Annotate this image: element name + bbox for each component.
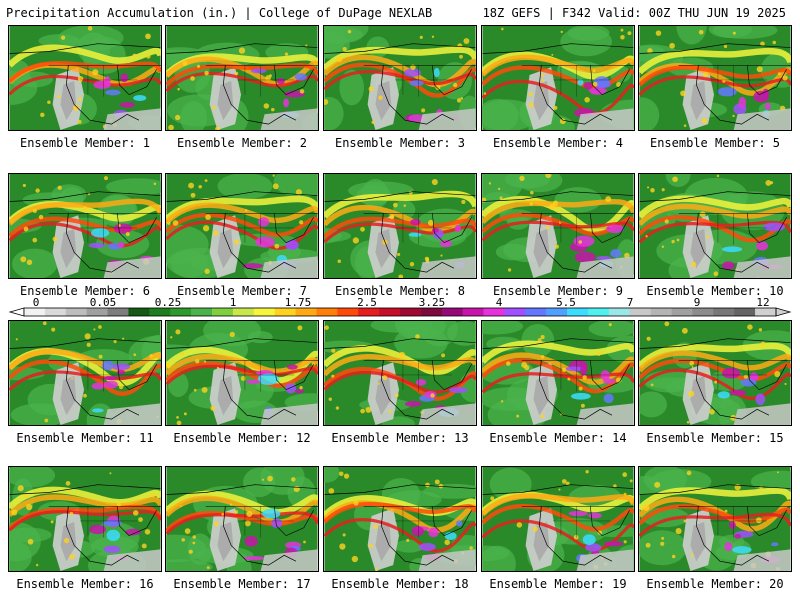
- colorbar-swatch: [650, 308, 672, 316]
- ensemble-member-map: [323, 320, 477, 426]
- ensemble-member-caption: Ensemble Member: 4: [492, 136, 624, 150]
- colorbar-swatch: [128, 308, 150, 316]
- colorbar-swatch: [379, 308, 401, 316]
- colorbar-swatch: [462, 308, 484, 316]
- colorbar-swatch: [149, 308, 171, 316]
- colorbar-swatch: [170, 308, 192, 316]
- ensemble-member-map: [638, 173, 792, 279]
- ensemble-member-map: [323, 466, 477, 572]
- ensemble-member-map: [8, 25, 162, 131]
- colorbar-swatch: [253, 308, 275, 316]
- colorbar-swatch: [483, 308, 505, 316]
- ensemble-member-map: [481, 466, 635, 572]
- ensemble-member-caption: Ensemble Member: 9: [492, 284, 624, 298]
- colorbar-tick-label: 12: [756, 296, 769, 309]
- colorbar-min-arrow: [8, 307, 25, 317]
- colorbar-tick-label: 3.25: [419, 296, 446, 309]
- colorbar-swatch: [358, 308, 380, 316]
- colorbar-max-arrow: [775, 307, 792, 317]
- ensemble-member-map: [481, 173, 635, 279]
- ensemble-member-caption: Ensemble Member: 8: [334, 284, 466, 298]
- colorbar-swatch: [24, 308, 46, 316]
- ensemble-member-caption: Ensemble Member: 3: [334, 136, 466, 150]
- ensemble-member-caption: Ensemble Member: 16: [16, 577, 154, 591]
- colorbar-tick-label: 5.5: [556, 296, 576, 309]
- colorbar-tick-label: 7: [627, 296, 634, 309]
- ensemble-member-caption: Ensemble Member: 20: [646, 577, 784, 591]
- colorbar-swatch: [232, 308, 255, 316]
- colorbar-swatch: [191, 308, 213, 316]
- colorbar-swatch: [316, 308, 338, 316]
- colorbar-tick-label: 0: [33, 296, 40, 309]
- ensemble-member-map: [323, 25, 477, 131]
- colorbar-tick-label: 4: [496, 296, 503, 309]
- colorbar-swatch: [629, 308, 651, 316]
- ensemble-member-map: [8, 466, 162, 572]
- ensemble-member-caption: Ensemble Member: 10: [646, 284, 784, 298]
- ensemble-member-caption: Ensemble Member: 18: [331, 577, 469, 591]
- ensemble-member-caption: Ensemble Member: 13: [331, 431, 469, 445]
- ensemble-member-map: [481, 25, 635, 131]
- colorbar-swatch: [755, 308, 777, 316]
- ensemble-member-caption: Ensemble Member: 12: [173, 431, 311, 445]
- colorbar-swatch: [274, 308, 296, 316]
- ensemble-member-map: [481, 320, 635, 426]
- colorbar-swatch: [525, 308, 547, 316]
- ensemble-member-caption: Ensemble Member: 15: [646, 431, 784, 445]
- colorbar-swatch: [504, 308, 526, 316]
- colorbar-swatch: [400, 308, 422, 316]
- colorbar-swatch: [212, 308, 234, 316]
- ensemble-member-caption: Ensemble Member: 2: [176, 136, 308, 150]
- ensemble-member-caption: Ensemble Member: 14: [489, 431, 627, 445]
- colorbar-swatch: [337, 308, 359, 316]
- ensemble-member-caption: Ensemble Member: 7: [176, 284, 308, 298]
- ensemble-member-caption: Ensemble Member: 5: [649, 136, 781, 150]
- ensemble-member-map: [165, 173, 319, 279]
- colorbar-tick-label: 0.25: [155, 296, 182, 309]
- colorbar-swatch: [86, 308, 108, 316]
- colorbar-tick-label: 1: [230, 296, 237, 309]
- ensemble-member-map: [638, 25, 792, 131]
- colorbar-tick-label: 2.5: [357, 296, 377, 309]
- colorbar-swatch: [441, 308, 463, 316]
- map-title: Precipitation Accumulation (in.) | Colle…: [6, 6, 433, 20]
- ensemble-member-map: [638, 466, 792, 572]
- ensemble-member-caption: Ensemble Member: 6: [19, 284, 151, 298]
- colorbar-swatch: [734, 308, 756, 316]
- ensemble-member-map: [8, 173, 162, 279]
- ensemble-member-map: [323, 173, 477, 279]
- model-run-label: 18Z GEFS | F342 Valid: 00Z THU JUN 19 20…: [482, 6, 786, 20]
- colorbar-swatch: [107, 308, 129, 316]
- colorbar-swatch: [671, 308, 693, 316]
- ensemble-member-caption: Ensemble Member: 19: [489, 577, 627, 591]
- colorbar-swatch: [588, 308, 610, 316]
- colorbar-swatch: [567, 308, 589, 316]
- ensemble-member-map: [165, 25, 319, 131]
- colorbar-swatch: [295, 308, 317, 316]
- colorbar-swatch: [44, 308, 67, 316]
- colorbar-tick-label: 0.05: [90, 296, 117, 309]
- ensemble-member-caption: Ensemble Member: 11: [16, 431, 154, 445]
- ensemble-member-map: [8, 320, 162, 426]
- ensemble-member-map: [165, 466, 319, 572]
- colorbar-swatch: [420, 308, 443, 316]
- colorbar-swatch: [713, 308, 735, 316]
- ensemble-member-map: [638, 320, 792, 426]
- ensemble-member-caption: Ensemble Member: 17: [173, 577, 311, 591]
- colorbar-swatch: [608, 308, 631, 316]
- colorbar-tick-label: 1.75: [285, 296, 312, 309]
- precip-colorbar: 0 0.05 0.25 1 1.75 2.5 3.25 4 5.5 7 9 12: [8, 296, 792, 317]
- ensemble-member-caption: Ensemble Member: 1: [19, 136, 151, 150]
- colorbar-tick-label: 9: [694, 296, 701, 309]
- colorbar-swatch: [692, 308, 714, 316]
- colorbar-swatch: [546, 308, 568, 316]
- colorbar-swatch: [65, 308, 87, 316]
- ensemble-member-map: [165, 320, 319, 426]
